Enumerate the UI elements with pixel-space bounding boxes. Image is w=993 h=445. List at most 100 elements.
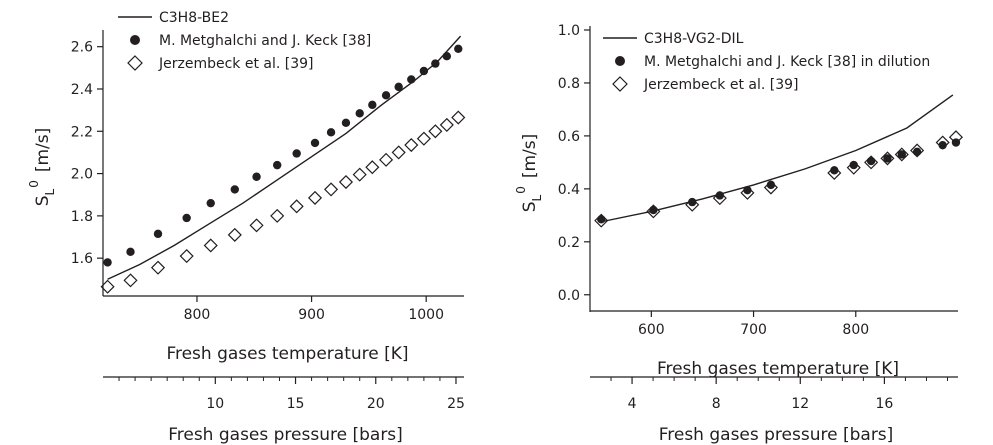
x-tick-label: 900 — [298, 307, 325, 323]
y-axis-title-main: S — [520, 201, 540, 212]
data-point-circle — [866, 156, 876, 166]
legend-swatch-circle — [130, 35, 140, 45]
legend-swatch-diamond — [127, 55, 143, 71]
x2-tick-label: 20 — [367, 396, 385, 412]
data-point-diamond — [451, 110, 466, 125]
data-point-diamond — [646, 204, 661, 219]
x-axis-title: Fresh gases temperature [K] — [657, 359, 899, 379]
data-point-circle — [326, 128, 336, 137]
data-point-diamond — [416, 131, 431, 146]
y-tick-label: 0.0 — [558, 288, 580, 304]
y-axis-title-unit: [m/s] — [33, 128, 53, 172]
series-line — [107, 35, 462, 280]
y-tick-label: 0.6 — [558, 129, 580, 145]
data-point-circle — [368, 100, 377, 110]
x-tick-label: 700 — [740, 322, 767, 338]
data-point-circle — [897, 150, 906, 159]
data-point-diamond — [910, 143, 925, 158]
legend-swatch-diamond — [612, 76, 628, 92]
legend-label: M. Metghalchi and J. Keck [38] — [159, 33, 371, 49]
x2-tick-label: 10 — [206, 396, 224, 412]
x-tick-label: 600 — [638, 322, 665, 338]
data-point-circle — [407, 75, 416, 84]
x2-tick-label: 15 — [287, 396, 305, 412]
legend-label: Jerzembeck et al. [39] — [158, 56, 314, 72]
y-axis-title-main: S — [33, 195, 53, 206]
y-tick-label: 0.8 — [558, 76, 580, 92]
data-point-circle — [153, 229, 163, 239]
y-axis-title-sup: 0 — [27, 180, 41, 188]
data-point-diamond — [338, 174, 354, 190]
data-point-circle — [883, 154, 892, 163]
data-point-circle — [912, 147, 922, 156]
data-point-circle — [419, 66, 429, 76]
x-axis-title: Fresh gases temperature [K] — [166, 344, 408, 364]
data-point-diamond — [404, 137, 419, 153]
data-point-diamond — [712, 191, 727, 206]
data-point-diamond — [827, 165, 842, 181]
y-tick-label: 2.4 — [71, 82, 93, 98]
data-point-diamond — [227, 227, 242, 242]
data-point-diamond — [365, 160, 380, 175]
data-point-diamond — [352, 167, 367, 182]
legend-swatch-circle — [615, 56, 625, 66]
y-axis-title-sup: 0 — [514, 186, 528, 194]
data-point-diamond — [179, 249, 194, 264]
x2-axis-title: Fresh gases pressure [bars] — [659, 425, 894, 445]
x2-axis-title: Fresh gases pressure [bars] — [168, 425, 403, 445]
series-line — [107, 35, 462, 280]
data-point-diamond — [880, 151, 895, 166]
data-point-circle — [381, 91, 391, 100]
legend: C3H8-BE2 M. Metghalchi and J. Keck [38] Je… — [118, 10, 371, 72]
data-point-diamond — [123, 273, 138, 288]
y-tick-label: 0.2 — [558, 235, 580, 251]
y-axis-title-sub: L — [43, 188, 57, 195]
data-point-diamond — [864, 155, 879, 170]
data-point-circle — [103, 258, 112, 267]
data-point-diamond — [203, 238, 218, 253]
x2-tick-label: 4 — [628, 396, 637, 412]
x-tick-label: 1000 — [408, 307, 444, 323]
data-point-diamond — [289, 199, 304, 214]
legend-label: C3H8-VG2-DIL — [644, 31, 744, 47]
x2-tick-label: 16 — [875, 396, 893, 412]
data-point-diamond — [740, 185, 755, 200]
data-point-diamond — [846, 160, 861, 175]
data-point-diamond — [324, 182, 339, 197]
legend-label: Jerzembeck et al. [39] — [643, 77, 799, 93]
y-axis-title: SL0 [m/s] — [514, 134, 544, 213]
data-point-circle — [649, 205, 658, 215]
data-point-diamond — [935, 135, 950, 150]
legend: C3H8-VG2-DIL M. Metghalchi and J. Keck [3… — [603, 31, 930, 93]
series-line — [600, 94, 954, 223]
data-point-circle — [431, 59, 440, 68]
y-tick-label: 1.0 — [558, 23, 580, 39]
data-point-circle — [230, 185, 239, 194]
data-point-circle — [454, 44, 463, 54]
data-point-diamond — [391, 145, 406, 160]
y-tick-label: 2.6 — [71, 40, 93, 56]
x2-tick-label: 8 — [712, 396, 721, 412]
data-point-diamond — [685, 197, 700, 212]
series-open-diamond — [594, 130, 964, 228]
data-point-circle — [341, 118, 351, 128]
x2-tick-label: 12 — [791, 396, 809, 412]
x2-tick-label: 25 — [447, 396, 465, 412]
data-point-circle — [206, 198, 215, 208]
legend-label: C3H8-BE2 — [159, 10, 229, 26]
chart-panel-2: 0.0 0.2 0.4 0.6 0.8 1.0 600 700 800 Fresh gases t… — [514, 23, 964, 445]
chart-panel-1: 1.6 1.8 2.0 2.2 2.4 2.6 800 900 1000 Fresh gases … — [27, 10, 466, 445]
y-axis-title: SL0 [m/s] — [27, 128, 57, 207]
x-tick-label: 800 — [184, 307, 211, 323]
legend-label: M. Metghalchi and J. Keck [38] in diluti… — [644, 54, 930, 70]
y-tick-label: 2.0 — [71, 167, 93, 183]
data-point-diamond — [763, 180, 778, 195]
data-point-circle — [310, 138, 320, 148]
x-tick-label: 800 — [842, 322, 869, 338]
y-tick-label: 1.6 — [71, 251, 93, 267]
data-point-diamond — [594, 213, 609, 228]
data-point-circle — [394, 82, 403, 92]
data-point-circle — [252, 172, 261, 181]
series-filled-circle — [103, 44, 463, 267]
